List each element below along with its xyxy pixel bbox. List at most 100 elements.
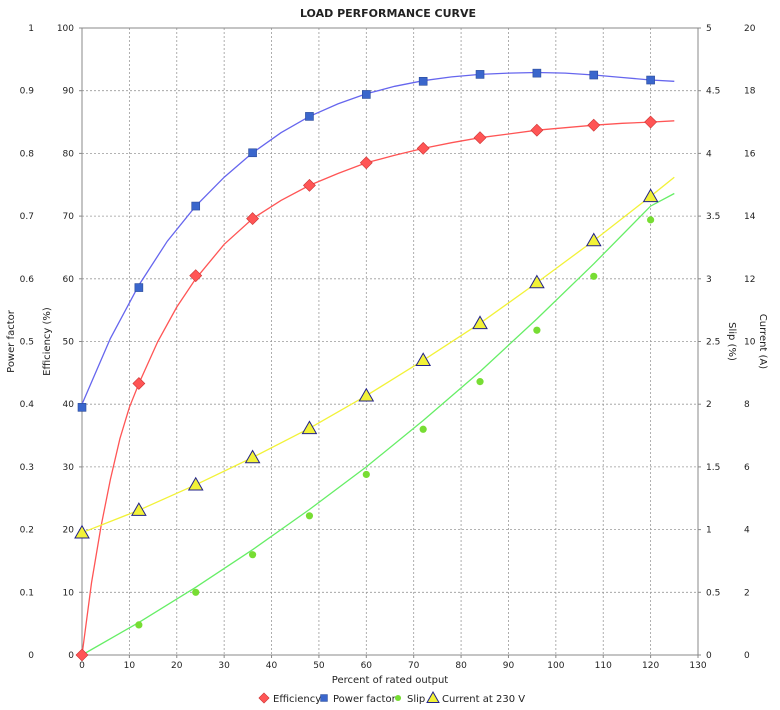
y-tick-label-eff: 100 [57,24,74,34]
legend-marker-current-at-230-v [426,691,440,703]
y-tick-label-cur: 0 [744,651,750,661]
y-tick-label-pf: 0.8 [20,149,35,159]
y-tick-label-cur: 2 [744,588,750,598]
axes: 0 10 20 30 40 50 60 70 80 90 100 110 120 13000.10.20.… [6,24,768,671]
y-tick-label-slip: 2 [706,400,712,410]
y-tick-label-pf: 1 [28,24,34,34]
curve-power-factor [81,71,675,405]
x-tick-label: 0 [79,661,85,671]
y-tick-label-slip: 3.5 [706,212,720,222]
x-tick-label: 100 [547,661,564,671]
y-tick-label-cur: 8 [744,400,750,410]
y-tick-label-pf: 0.5 [20,338,34,348]
y-axis-label-eff: Efficiency (%) [42,307,53,376]
marker-efficiency [587,118,601,132]
y-tick-label-eff: 0 [68,651,74,661]
y-tick-label-eff: 60 [63,275,75,285]
marker-current-at-230-v [585,232,602,247]
y-tick-label-pf: 0.4 [20,400,35,410]
x-tick-label: 90 [503,661,515,671]
marker-efficiency [359,156,373,170]
x-tick-label: 130 [689,661,706,671]
y-tick-label-pf: 0.3 [20,463,34,473]
chart-title: LOAD PERFORMANCE CURVE [300,7,476,20]
marker-current-at-230-v [74,524,90,539]
y-tick-label-eff: 80 [63,149,75,159]
marker-power-factor [248,148,257,158]
y-tick-label-slip: 2.5 [706,338,720,348]
curve-slip [81,192,675,656]
legend-label-efficiency: Efficiency [273,694,321,705]
marker-power-factor [305,112,314,121]
marker-current-at-230-v [529,274,545,289]
legend-item-efficiency: Efficiency [258,692,321,705]
legend-item-power-factor: Power factor [320,694,397,705]
marker-current-at-230-v [415,352,432,367]
marker-power-factor [362,90,371,99]
marker-slip [248,551,257,559]
y-tick-label-eff: 70 [63,212,75,222]
marker-efficiency [416,141,430,155]
marker-slip [362,470,370,479]
marker-slip [135,621,143,629]
y-tick-label-slip: 0 [706,651,712,661]
legend-marker-efficiency [258,692,270,704]
marker-current-at-230-v [187,476,204,491]
x-tick-label: 10 [124,661,136,671]
marker-power-factor [418,76,428,86]
marker-power-factor [532,68,542,78]
legend-label-power-factor: Power factor [333,694,397,705]
marker-efficiency [132,377,146,390]
marker-slip [305,512,314,520]
marker-efficiency [530,123,544,137]
y-tick-label-eff: 10 [63,588,75,598]
y-tick-label-cur: 4 [744,526,750,536]
marker-current-at-230-v [130,502,147,516]
gridlines [82,28,698,655]
legend-label-current-at-230-v: Current at 230 V [442,694,525,705]
y-tick-label-eff: 40 [63,400,75,410]
curve-current-at-230-v [81,176,675,534]
x-tick-label: 70 [408,661,420,671]
y-tick-label-eff: 20 [63,526,75,536]
marker-current-at-230-v [642,188,659,203]
y-tick-label-slip: 5 [706,24,712,34]
x-tick-label: 120 [642,661,659,671]
x-tick-label: 50 [313,661,325,671]
marker-slip [590,272,598,280]
y-tick-label-slip: 4.5 [706,87,720,97]
y-tick-label-cur: 10 [744,338,756,348]
marker-efficiency [246,212,260,226]
marker-current-at-230-v [472,315,488,330]
y-tick-label-slip: 1.5 [706,463,720,473]
legend-marker-slip [394,694,402,702]
y-tick-label-pf: 0.7 [20,212,34,222]
y-tick-label-cur: 14 [744,212,756,222]
y-tick-label-slip: 3 [706,275,712,285]
marker-efficiency [644,115,658,129]
y-tick-label-pf: 0.9 [20,87,35,97]
y-tick-label-pf: 0.2 [20,526,34,536]
y-tick-label-pf: 0 [28,651,34,661]
y-axis-label-pf: Power factor [6,309,17,373]
x-tick-label: 80 [455,661,467,671]
marker-power-factor [589,70,599,80]
marker-efficiency [473,131,487,145]
y-tick-label-cur: 6 [744,463,750,473]
y-tick-label-cur: 18 [744,87,756,97]
legend: Efficiency Power factor Slip Current at 230… [258,691,525,705]
y-tick-label-eff: 50 [63,338,75,348]
series-markers [74,68,659,662]
marker-efficiency [75,648,89,662]
y-tick-label-eff: 90 [63,87,75,97]
y-tick-label-cur: 20 [744,24,756,34]
legend-item-slip: Slip [394,694,425,705]
marker-efficiency [189,269,203,283]
marker-current-at-230-v [301,420,318,435]
legend-marker-power-factor [320,694,328,702]
x-tick-label: 20 [171,661,183,671]
legend-item-current-at-230-v: Current at 230 V [426,691,525,705]
marker-power-factor [77,403,87,412]
marker-slip [192,588,200,596]
